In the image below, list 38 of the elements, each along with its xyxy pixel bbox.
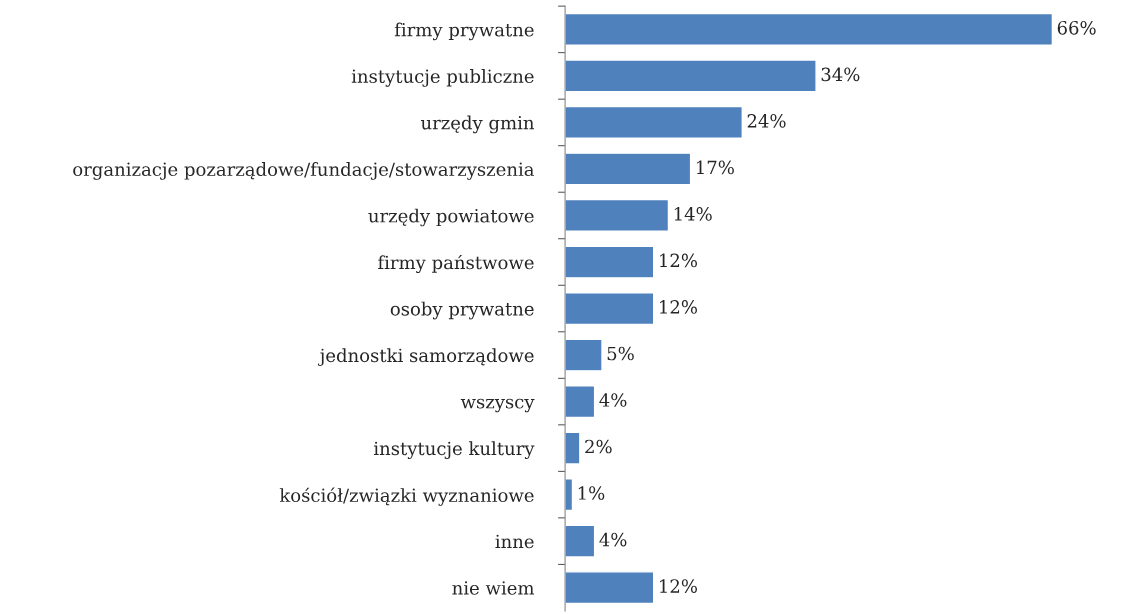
bar xyxy=(565,198,670,233)
data-label: 2% xyxy=(585,439,612,454)
bar xyxy=(565,12,1054,46)
data-label: 1% xyxy=(578,486,605,500)
y-tick-label: jednostki samorządowe xyxy=(317,348,534,366)
data-label: 12% xyxy=(660,253,697,268)
bar xyxy=(565,59,817,93)
y-tick-label: instytucje publiczne xyxy=(351,69,534,87)
y-tick-label: firmy państwowe xyxy=(378,254,534,274)
data-label: 24% xyxy=(747,114,786,128)
data-label: 66% xyxy=(1057,20,1096,35)
y-tick-label: inne xyxy=(495,534,534,549)
bar xyxy=(565,338,603,372)
bar xyxy=(565,152,692,186)
bar xyxy=(565,292,655,326)
y-tick-label: osoby prywatne xyxy=(390,301,534,320)
data-label: 14% xyxy=(674,207,712,221)
data-label: 4% xyxy=(599,532,627,547)
data-label: 5% xyxy=(607,346,634,361)
data-label: 12% xyxy=(660,579,697,593)
bar xyxy=(565,524,596,558)
y-tick-label: urzędy powiatowe xyxy=(368,208,534,227)
bar xyxy=(565,385,596,419)
bar xyxy=(565,571,655,605)
y-tick-label: kościół/związki wyznaniowe xyxy=(279,487,534,506)
bar xyxy=(565,431,581,465)
data-label: 34% xyxy=(821,67,860,82)
data-label: 12% xyxy=(660,300,697,314)
bar xyxy=(565,245,655,279)
data-label: 4% xyxy=(599,393,627,407)
y-tick-label: urzędy gmin xyxy=(420,115,535,134)
bar xyxy=(565,105,743,139)
y-tick-label: wszyscy xyxy=(460,398,535,413)
y-tick-label: organizacje pozarządowe/fundacje/stowarzyszenia xyxy=(73,162,535,180)
data-label: 17% xyxy=(696,160,734,175)
y-tick-label: instytucje kultury xyxy=(373,441,535,459)
y-tick-label: nie wiem xyxy=(452,581,535,595)
y-tick-label: firmy prywatne xyxy=(394,22,534,41)
